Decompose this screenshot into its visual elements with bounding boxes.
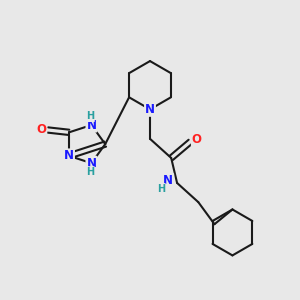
- Text: N: N: [86, 118, 96, 132]
- Text: N: N: [163, 174, 173, 187]
- Text: H: H: [86, 167, 94, 177]
- Text: O: O: [36, 124, 46, 136]
- Text: N: N: [145, 103, 155, 116]
- Text: H: H: [157, 184, 165, 194]
- Text: N: N: [86, 157, 96, 170]
- Text: H: H: [86, 111, 94, 121]
- Text: N: N: [64, 149, 74, 162]
- Text: O: O: [192, 133, 202, 146]
